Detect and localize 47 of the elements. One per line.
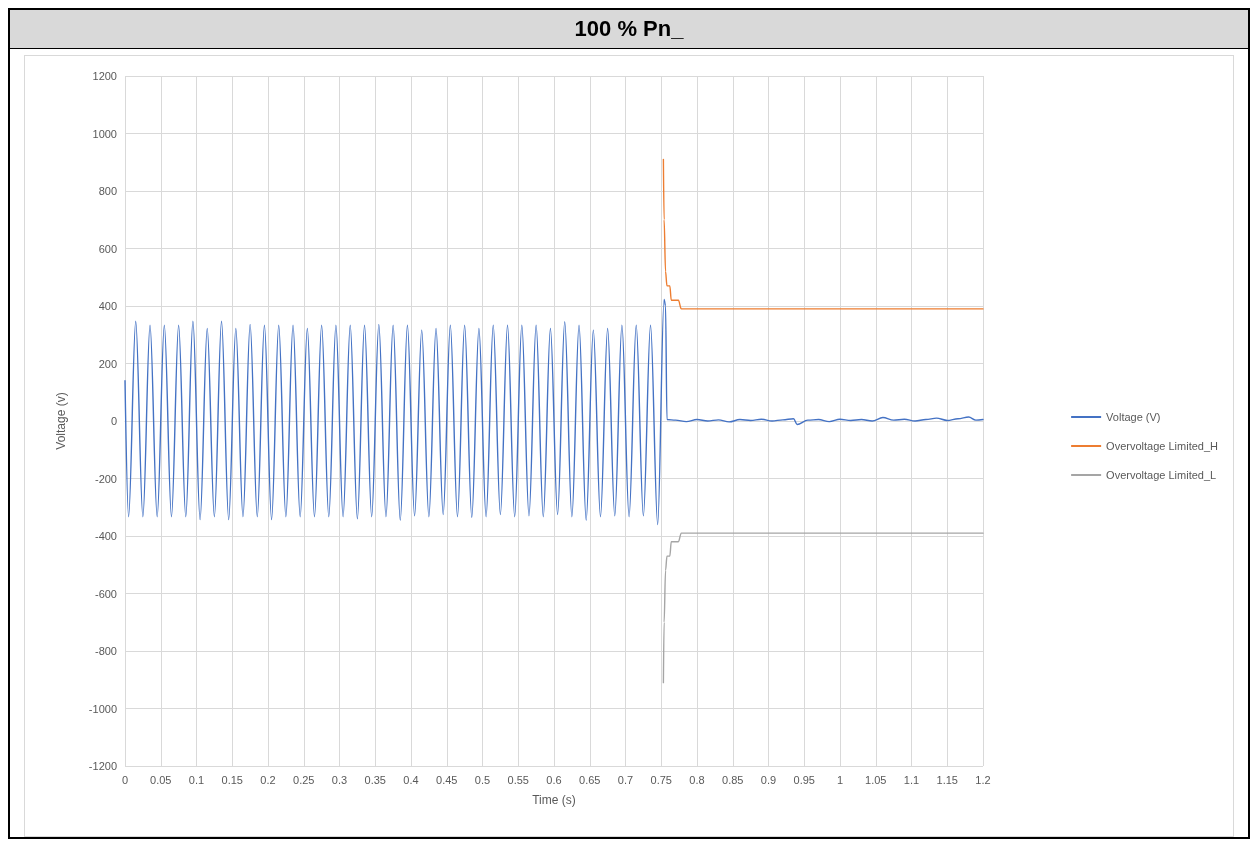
y-axis-title: Voltage (v)	[54, 392, 68, 450]
x-tick-label: 0.3	[331, 773, 348, 786]
x-tick-label: 0.75	[650, 773, 672, 786]
x-tick-label: 0.6	[546, 773, 562, 786]
x-tick-label: 1.2	[975, 773, 991, 786]
x-tick-label: 0.4	[403, 773, 419, 786]
legend-label: Voltage (V)	[1106, 411, 1161, 423]
x-tick-label: 0.35	[364, 773, 386, 786]
legend-label: Overvoltage Limited_H	[1106, 440, 1219, 452]
y-tick-label: 1000	[92, 127, 117, 140]
x-tick-label: 0.65	[579, 773, 601, 786]
y-tick-label: -1200	[88, 760, 117, 772]
x-tick-label: 1.05	[865, 773, 887, 786]
y-tick-label: -400	[94, 530, 117, 542]
x-axis-title: Time (s)	[532, 793, 576, 807]
y-tick-label: 1200	[92, 70, 117, 82]
x-tick-label: 0	[121, 773, 129, 786]
y-tick-label: -200	[94, 472, 117, 485]
x-tick-label: 0.9	[760, 773, 777, 786]
y-tick-label: -600	[94, 587, 117, 600]
x-tick-label: 1	[836, 773, 844, 786]
x-tick-label: 0.95	[793, 773, 815, 786]
line-series	[124, 298, 984, 526]
x-tick-label: 0.85	[722, 773, 744, 786]
line-series	[662, 158, 984, 310]
line-series	[662, 532, 984, 684]
x-tick-label: 0.15	[221, 773, 243, 786]
y-tick-label: -800	[94, 645, 117, 657]
y-tick-label: -1000	[88, 702, 117, 715]
x-tick-label: 0.5	[474, 773, 491, 786]
y-tick-label: 600	[98, 242, 117, 255]
x-tick-label: 0.25	[293, 773, 315, 786]
x-tick-label: 0.2	[260, 773, 276, 786]
legend-label: Overvoltage Limited_L	[1106, 469, 1217, 481]
y-tick-label: 800	[98, 185, 117, 197]
x-tick-label: 0.05	[150, 773, 172, 786]
y-tick-label: 0	[110, 415, 117, 427]
x-tick-label: 0.1	[188, 773, 205, 786]
x-tick-label: 0.45	[436, 773, 458, 786]
x-tick-label: 0.8	[689, 773, 705, 786]
y-tick-label: 400	[98, 300, 117, 312]
x-tick-label: 0.7	[617, 773, 634, 786]
x-tick-label: 1.1	[903, 773, 920, 786]
x-tick-label: 0.55	[507, 773, 529, 786]
chart-title: 100 % Pn_	[10, 10, 1248, 49]
y-tick-label: 200	[98, 357, 117, 370]
x-tick-label: 1.15	[936, 773, 958, 786]
